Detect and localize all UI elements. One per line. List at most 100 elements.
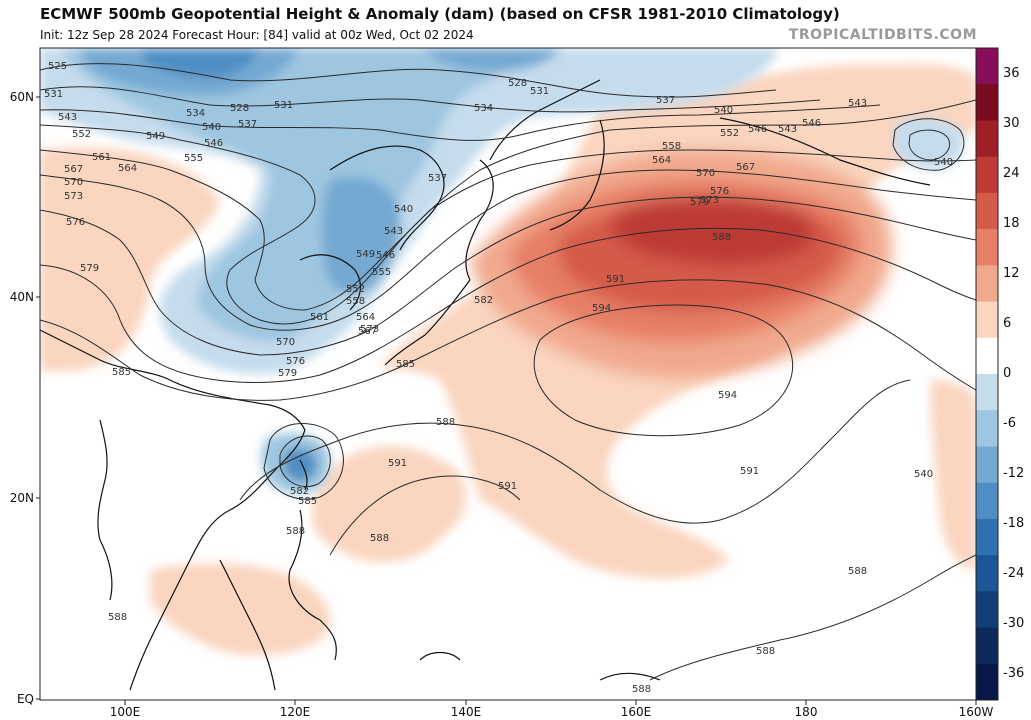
contour-label: 540 — [202, 122, 221, 133]
contour-label: 525 — [48, 61, 67, 72]
contour-label: 588 — [108, 612, 127, 623]
contour-label: 588 — [370, 533, 389, 544]
colorbar-swatch — [976, 591, 998, 629]
contour-label: 588 — [756, 646, 775, 657]
contour-label: 567 — [64, 164, 83, 175]
contour-label: 534 — [186, 108, 205, 119]
colorbar-swatch — [976, 446, 998, 484]
contour-labels: 525 531 543 552 561 567 570 573 576 579 … — [44, 61, 953, 695]
colorbar-swatch — [976, 192, 998, 230]
brand-watermark: TROPICALTIDBITS.COM — [788, 27, 977, 43]
contour-label: 567 — [736, 162, 755, 173]
latitude-axis: 60N 40N 20N EQ — [10, 90, 40, 706]
colorbar-label: 24 — [1003, 166, 1020, 181]
contour-label: 588 — [632, 684, 651, 695]
contour-label: 582 — [290, 486, 309, 497]
contour-label: 561 — [310, 312, 329, 323]
contour-label: 591 — [388, 458, 407, 469]
lon-label: 120E — [280, 705, 311, 719]
lon-label: 160W — [959, 705, 994, 719]
colorbar-swatch — [976, 156, 998, 194]
contour-label: 540 — [394, 204, 413, 215]
colorbar-swatch — [976, 120, 998, 158]
contour-label: 585 — [298, 496, 317, 507]
contour-label: 561 — [92, 152, 111, 163]
contour-label: 546 — [748, 124, 767, 135]
contour-label: 555 — [372, 267, 391, 278]
colorbar-labels: 36 30 24 18 12 6 0 -6 -12 -18 -24 -30 -3… — [1003, 66, 1024, 681]
contour-label: 582 — [474, 295, 493, 306]
contour-label: 543 — [58, 112, 77, 123]
colorbar-label: 30 — [1003, 116, 1020, 131]
contour-label: 543 — [778, 124, 797, 135]
colorbar-label: 36 — [1003, 66, 1020, 81]
lat-label: EQ — [17, 692, 34, 706]
contour-label: 546 — [802, 118, 821, 129]
contour-label: 591 — [740, 466, 759, 477]
colorbar-label: 18 — [1003, 216, 1020, 231]
contour-label: 570 — [64, 177, 83, 188]
colorbar-swatch — [976, 48, 998, 85]
colorbar-swatch — [976, 482, 998, 520]
contour-label: 528 — [508, 78, 527, 89]
contour-label: 552 — [72, 129, 91, 140]
contour-label: 546 — [376, 250, 395, 261]
contour-label: 540 — [914, 469, 933, 480]
contour-label: 564 — [356, 312, 375, 323]
contour-label: 531 — [274, 100, 293, 111]
lat-label: 20N — [10, 491, 34, 505]
colorbar-swatch — [976, 555, 998, 592]
height-contours — [40, 63, 976, 681]
contour-label: 564 — [652, 155, 671, 166]
contour-label: 555 — [184, 153, 203, 164]
colorbar-swatch — [976, 518, 998, 556]
contour-label: 573 — [700, 195, 719, 206]
contour-label: 543 — [384, 226, 403, 237]
contour-label: 534 — [474, 103, 493, 114]
lon-label: 100E — [110, 705, 141, 719]
anomaly-field: 525 531 543 552 561 567 570 573 576 579 … — [40, 48, 976, 700]
colorbar-swatch — [976, 301, 998, 339]
contour-label: 537 — [656, 95, 675, 106]
contour-label: 579 — [278, 368, 297, 379]
colorbar-label: -24 — [1003, 566, 1024, 581]
contour-label: 579 — [80, 263, 99, 274]
contour-label: 588 — [286, 526, 305, 537]
colorbar: 36 30 24 18 12 6 0 -6 -12 -18 -24 -30 -3… — [975, 47, 1024, 701]
colorbar-swatch — [976, 265, 998, 303]
contour-label: 528 — [230, 103, 249, 114]
colorbar-swatch — [976, 229, 998, 266]
contour-label: 585 — [396, 359, 415, 370]
contour-label: 552 — [720, 128, 739, 139]
contour-label: 558 — [346, 296, 365, 307]
contour-label: 540 — [934, 157, 953, 168]
contour-label: 549 — [356, 249, 375, 260]
colorbar-label: 6 — [1003, 316, 1011, 331]
contour-label: 588 — [848, 566, 867, 577]
colorbar-swatch — [976, 374, 998, 411]
contour-label: 576 — [710, 186, 729, 197]
contour-label: 558 — [662, 141, 681, 152]
contour-label: 564 — [118, 163, 137, 174]
contour-label: 549 — [146, 131, 165, 142]
contour-label: 576 — [66, 217, 85, 228]
longitude-axis: 100E 120E 140E 160E 180 160W — [110, 700, 994, 719]
colorbar-label: -12 — [1003, 466, 1024, 481]
contour-label: 588 — [436, 417, 455, 428]
contour-label: 531 — [44, 89, 63, 100]
contour-label: 588 — [712, 232, 731, 243]
contour-label: 579 — [690, 197, 709, 208]
lon-label: 140E — [451, 705, 482, 719]
contour-label: 594 — [718, 390, 737, 401]
map-subtitle: Init: 12z Sep 28 2024 Forecast Hour: [84… — [40, 28, 474, 42]
colorbar-label: 12 — [1003, 266, 1020, 281]
contour-label: 537 — [428, 173, 447, 184]
contour-label: 546 — [204, 138, 223, 149]
contour-label: 567 — [358, 326, 377, 337]
contour-label: 591 — [606, 274, 625, 285]
coastlines — [40, 79, 931, 691]
lat-label: 60N — [10, 90, 34, 104]
colorbar-swatch — [976, 337, 998, 375]
colorbar-swatch — [976, 663, 998, 701]
contour-label: 552 — [346, 284, 365, 295]
